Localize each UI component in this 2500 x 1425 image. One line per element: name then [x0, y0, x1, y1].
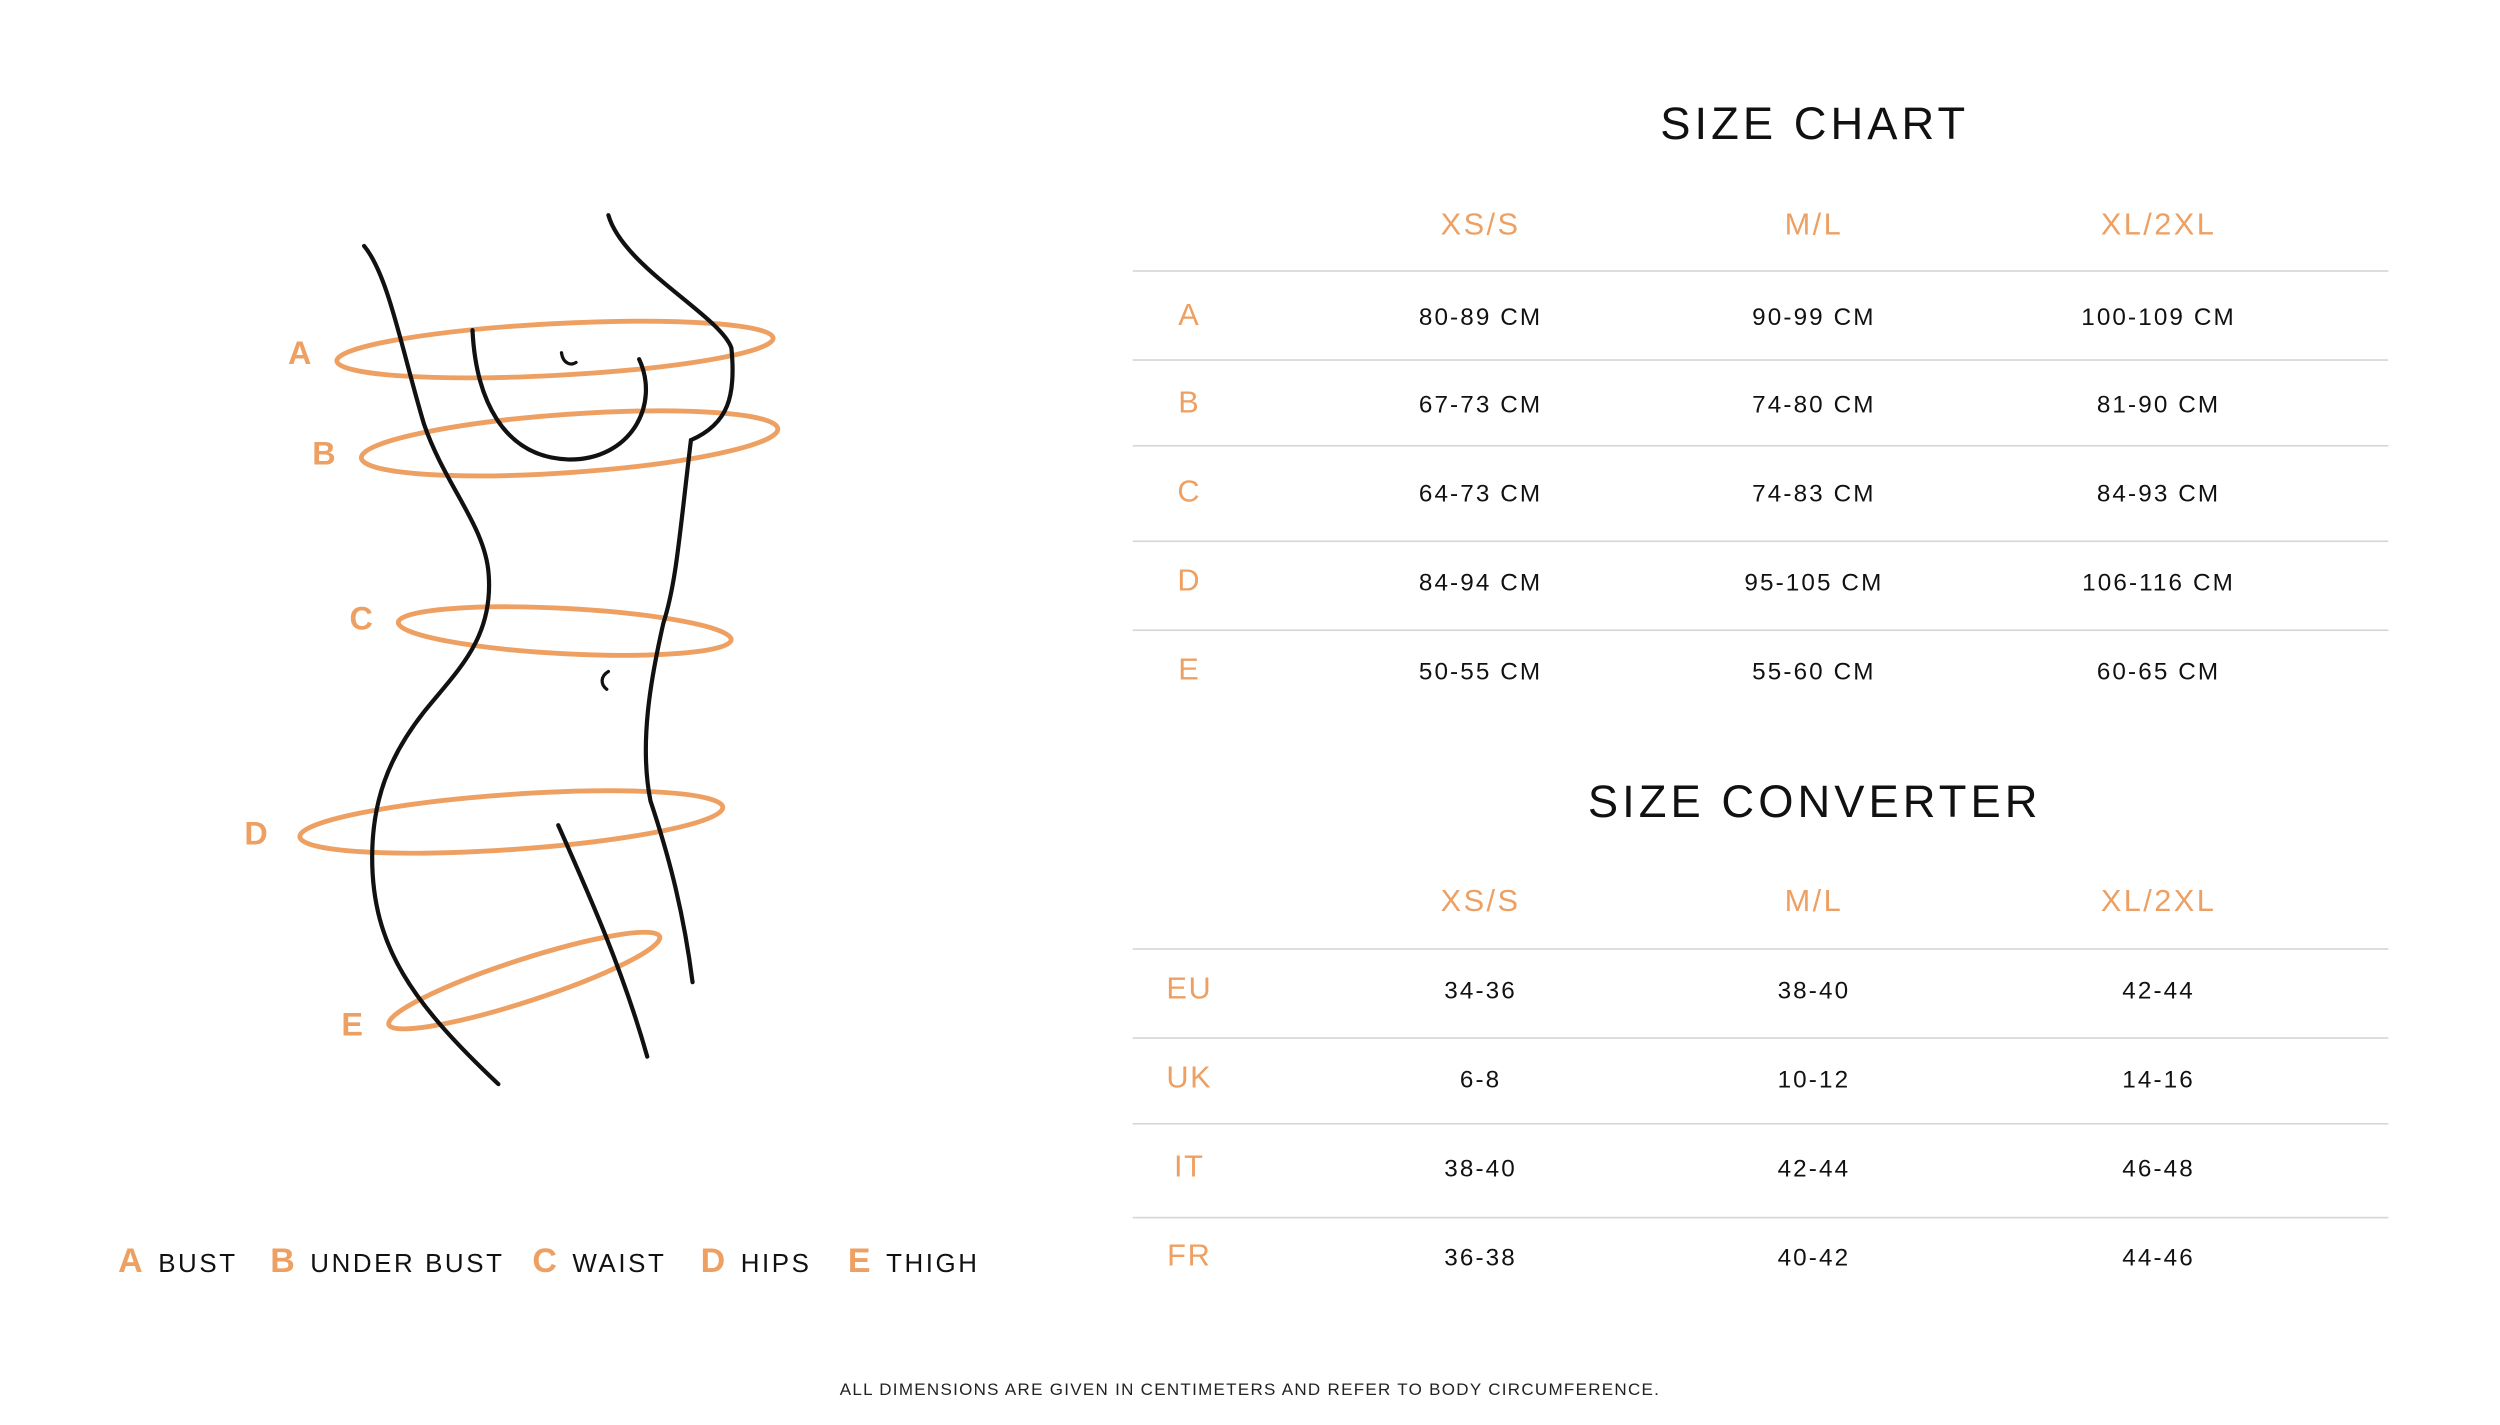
legend-letter: E	[847, 1242, 874, 1280]
nipple-mark	[559, 351, 578, 366]
table-cell: 36-38	[1444, 1244, 1517, 1272]
row-label: EU	[1166, 972, 1213, 1007]
legend-letter: D	[700, 1242, 728, 1280]
table-cell: 50-55 CM	[1418, 658, 1543, 687]
table-cell: 6-8	[1459, 1066, 1502, 1094]
legend-letter: C	[532, 1242, 560, 1280]
table-cell: 81-90 CM	[2096, 391, 2221, 420]
table-cell: 55-60 CM	[1752, 658, 1876, 687]
thigh-measure-ring	[386, 929, 663, 1032]
marker-d: D	[244, 817, 268, 853]
row-label: IT	[1174, 1150, 1205, 1185]
row-divider	[1132, 1037, 2389, 1039]
row-label: E	[1178, 653, 1201, 688]
marker-c: C	[349, 601, 373, 638]
row-label: UK	[1166, 1061, 1213, 1096]
table-cell: 42-44	[2122, 977, 2195, 1005]
legend-item-waist: C WAIST	[532, 1243, 666, 1282]
row-divider	[1132, 444, 2389, 447]
column-header: XL/2XL	[2100, 885, 2217, 920]
table-cell: 64-73 CM	[1418, 480, 1543, 509]
row-divider	[1132, 629, 2389, 632]
row-divider	[1132, 948, 2389, 950]
table-cell: 60-65 CM	[2096, 658, 2221, 687]
waist-measure-ring	[395, 604, 734, 658]
table-cell: 40-42	[1777, 1244, 1851, 1272]
column-header: XS/S	[1440, 208, 1521, 243]
legend-item-under-bust: B UNDER BUST	[270, 1243, 504, 1282]
table-cell: 10-12	[1777, 1066, 1851, 1094]
row-label: FR	[1167, 1239, 1212, 1274]
table-cell: 34-36	[1444, 977, 1517, 1005]
legend-label: UNDER BUST	[310, 1250, 505, 1279]
table-cell: 67-73 CM	[1418, 391, 1543, 420]
marker-b: B	[312, 436, 336, 473]
table-cell: 95-105 CM	[1744, 569, 1884, 598]
table-cell: 80-89 CM	[1418, 304, 1543, 332]
row-label: A	[1178, 299, 1201, 334]
column-header: M/L	[1784, 208, 1844, 243]
table-cell: 38-40	[1777, 977, 1851, 1005]
table-cell: 84-94 CM	[1418, 569, 1543, 598]
row-label: C	[1177, 475, 1202, 510]
size-converter-title: SIZE CONVERTER	[1587, 776, 2042, 827]
row-divider	[1132, 1216, 2389, 1219]
table-cell: 74-83 CM	[1752, 480, 1876, 509]
legend-item-bust: A BUST	[118, 1243, 237, 1282]
body-right-contour	[606, 213, 735, 985]
row-divider	[1132, 1122, 2389, 1125]
table-cell: 84-93 CM	[2096, 480, 2221, 509]
table-cell: 44-46	[2122, 1244, 2195, 1272]
table-cell: 100-109 CM	[2081, 304, 2236, 332]
table-cell: 106-116 CM	[2082, 569, 2235, 598]
hips-measure-ring	[297, 788, 726, 856]
legend-label: THIGH	[886, 1250, 980, 1279]
legend-letter: B	[270, 1242, 298, 1280]
column-header: XL/2XL	[2100, 208, 2217, 243]
column-header: XS/S	[1440, 885, 1521, 920]
inner-thigh-contour	[556, 823, 650, 1059]
marker-e: E	[341, 1008, 364, 1044]
marker-a: A	[288, 336, 312, 373]
row-label: B	[1178, 386, 1201, 421]
table-cell: 42-44	[1777, 1155, 1851, 1183]
breast-contour	[470, 327, 649, 462]
legend-label: HIPS	[740, 1250, 812, 1279]
table-cell: 74-80 CM	[1752, 391, 1876, 420]
table-cell: 38-40	[1444, 1155, 1517, 1183]
under-bust-measure-ring	[358, 408, 781, 479]
legend-item-thigh: E THIGH	[848, 1243, 980, 1282]
bust-measure-ring	[334, 318, 776, 381]
legend-letter: A	[118, 1242, 146, 1280]
row-divider	[1132, 540, 2389, 543]
table-cell: 46-48	[2122, 1155, 2195, 1183]
navel-mark	[600, 669, 611, 691]
legend-item-hips: D HIPS	[701, 1243, 812, 1282]
size-chart-title: SIZE CHART	[1660, 98, 1970, 149]
legend-label: BUST	[158, 1250, 238, 1279]
body-left-contour	[361, 243, 501, 1087]
row-divider	[1132, 359, 2389, 361]
row-divider	[1132, 270, 2389, 272]
column-header: M/L	[1784, 885, 1844, 920]
table-cell: 90-99 CM	[1752, 304, 1876, 332]
legend-label: WAIST	[572, 1250, 667, 1279]
table-cell: 14-16	[2122, 1066, 2195, 1094]
row-label: D	[1177, 564, 1202, 599]
footnote: ALL DIMENSIONS ARE GIVEN IN CENTIMETERS …	[839, 1380, 1661, 1400]
